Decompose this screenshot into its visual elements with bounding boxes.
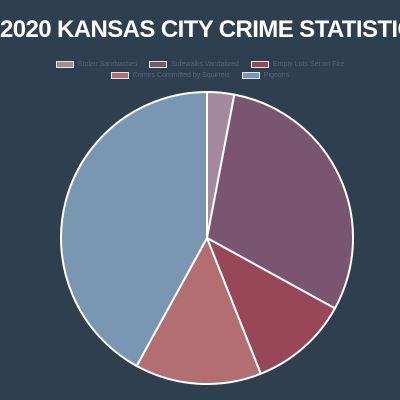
legend-swatch xyxy=(250,61,269,68)
legend-swatch xyxy=(241,72,260,79)
legend-swatch xyxy=(149,61,168,68)
pie-slice[interactable] xyxy=(135,235,263,385)
legend-label: Sidewalks Vandalized xyxy=(171,61,239,68)
pie-slice[interactable] xyxy=(60,90,208,368)
legend-label: Stolen Sandwiches xyxy=(77,61,138,68)
legend-item[interactable]: Sidewalks Vandalized xyxy=(149,61,239,68)
pie-slice[interactable] xyxy=(205,93,354,310)
chart-title: 2020 KANSAS CITY CRIME STATISTICS xyxy=(0,16,400,43)
legend-item[interactable]: Stolen Sandwiches xyxy=(55,61,138,68)
legend-item[interactable]: Empty Lots Set on Fire xyxy=(250,61,345,68)
legend-label: Pigeons xyxy=(263,72,290,79)
legend-label: Crimes Committed by Squirrels xyxy=(132,72,230,79)
legend-label: Empty Lots Set on Fire xyxy=(272,61,345,68)
chart-legend: Stolen Sandwiches Sidewalks Vandalized Emp… xyxy=(30,61,370,79)
legend-swatch xyxy=(110,72,129,79)
legend-item[interactable]: Crimes Committed by Squirrels xyxy=(110,72,230,79)
legend-item[interactable]: Pigeons xyxy=(241,72,290,79)
pie-slice[interactable] xyxy=(205,235,337,376)
legend-swatch xyxy=(55,61,74,68)
